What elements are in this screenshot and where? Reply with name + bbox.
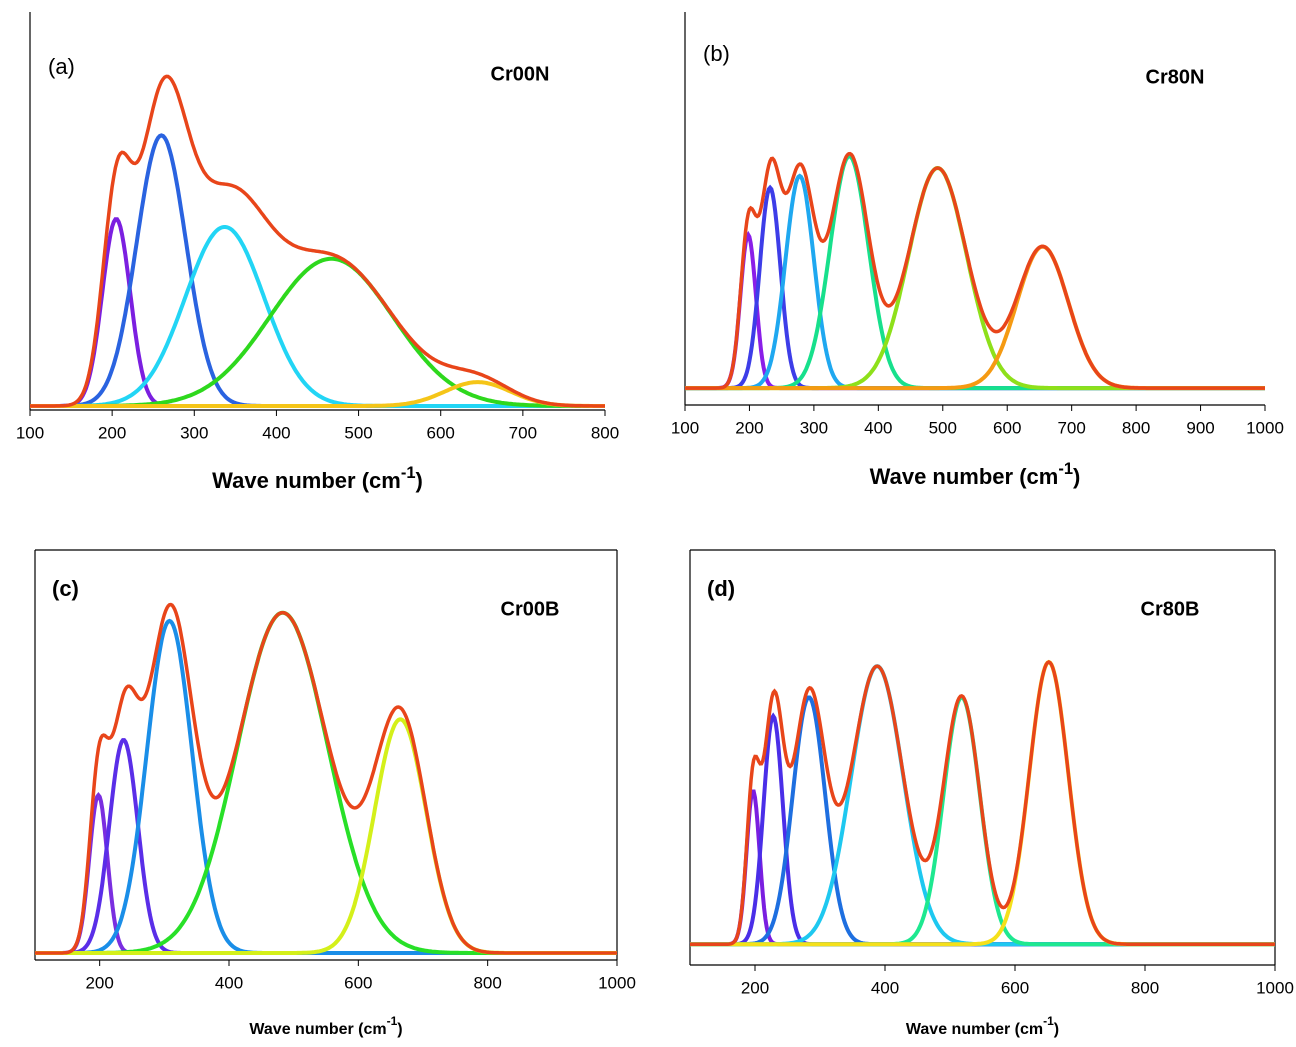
x-axis-label: Wave number (cm-1): [870, 460, 1081, 488]
panel-label: (c): [52, 576, 79, 601]
x-axis-label-part: ): [416, 468, 423, 493]
x-tick-label: 400: [871, 978, 899, 997]
x-axis-label-sup: -1: [1043, 1014, 1054, 1028]
x-axis-label-part: ): [1054, 1021, 1059, 1038]
x-axis-label-part: Wave number (cm: [906, 1021, 1043, 1038]
peak-curve: [35, 618, 617, 955]
x-tick-label: 400: [864, 418, 892, 437]
x-tick-label: 700: [509, 423, 537, 442]
x-tick-label: 400: [262, 423, 290, 442]
x-axis-label: Wave number (cm-1): [906, 1014, 1059, 1038]
x-axis-label-part: Wave number (cm: [870, 464, 1059, 489]
panel: 100 200 300 400 500 600 700 800 Wave number (cm-…: [16, 12, 619, 493]
panel: 200 400 600 800 1000 Wave number (cm-1) (c) Cr0…: [34, 549, 636, 1038]
x-tick-label: 600: [993, 418, 1021, 437]
peak-curve: [35, 792, 617, 955]
peak-curve: [685, 244, 1265, 391]
x-tick-label: 200: [735, 418, 763, 437]
x-tick-label: 600: [427, 423, 455, 442]
sample-label: Cr00N: [491, 63, 550, 85]
x-tick-label: 800: [473, 973, 501, 992]
x-tick-label: 600: [344, 973, 372, 992]
x-axis-label-sup: -1: [401, 464, 416, 482]
x-tick-label: 500: [929, 418, 957, 437]
sample-label: Cr80N: [1146, 66, 1205, 88]
peak-curve: [685, 230, 1265, 391]
x-tick-label: 900: [1186, 418, 1214, 437]
panel-label: (d): [707, 576, 735, 601]
x-axis-label-part: ): [397, 1021, 402, 1038]
fit-curve: [35, 602, 617, 955]
fit-curve: [30, 74, 605, 408]
x-axis-label-sup: -1: [1058, 460, 1073, 478]
x-tick-label: 100: [16, 423, 44, 442]
x-tick-label: 300: [800, 418, 828, 437]
x-axis-label: Wave number (cm-1): [249, 1014, 402, 1038]
peak-curve: [30, 380, 605, 408]
peak-curve: [30, 225, 605, 408]
sample-label: Cr80B: [1141, 598, 1200, 620]
x-tick-label: 800: [591, 423, 619, 442]
x-axis-label-sup: -1: [387, 1014, 398, 1028]
peak-curve: [30, 256, 605, 408]
x-tick-label: 800: [1131, 978, 1159, 997]
x-axis-label: Wave number (cm-1): [212, 464, 423, 492]
peak-curve: [30, 133, 605, 408]
x-axis-label-part: Wave number (cm: [249, 1021, 386, 1038]
panel: 200 400 600 800 1000 Wave number (cm-1) (d) Cr8…: [689, 549, 1294, 1038]
peak-curve: [35, 610, 617, 955]
x-tick-label: 1000: [1246, 418, 1284, 437]
x-tick-label: 400: [215, 973, 243, 992]
x-tick-label: 500: [344, 423, 372, 442]
x-tick-label: 100: [671, 418, 699, 437]
x-tick-label: 200: [98, 423, 126, 442]
x-tick-label: 600: [1001, 978, 1029, 997]
x-tick-label: 800: [1122, 418, 1150, 437]
x-axis-label-part: ): [1073, 464, 1080, 489]
x-tick-label: 1000: [598, 973, 636, 992]
panel-label: (b): [703, 41, 730, 66]
x-tick-label: 300: [180, 423, 208, 442]
x-axis-label-part: Wave number (cm: [212, 468, 401, 493]
fit-curve: [690, 660, 1275, 947]
panel-label: (a): [48, 54, 75, 79]
x-tick-label: 1000: [1256, 978, 1294, 997]
sample-label: Cr00B: [501, 598, 560, 620]
x-tick-label: 700: [1057, 418, 1085, 437]
peak-curve: [30, 217, 605, 408]
fit-curve: [685, 151, 1265, 390]
panel: 100 200 300 400 500 600 700 800 900 1000 Wave numb…: [671, 12, 1284, 489]
x-tick-label: 200: [741, 978, 769, 997]
x-tick-label: 200: [85, 973, 113, 992]
